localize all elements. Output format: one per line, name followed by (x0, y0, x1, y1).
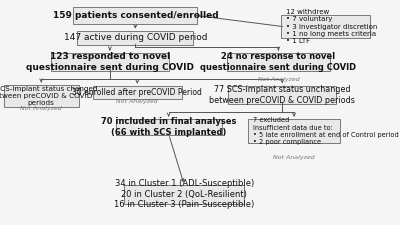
Text: 147 active during COVID period: 147 active during COVID period (64, 34, 207, 43)
FancyBboxPatch shape (227, 53, 330, 71)
Text: 159 patients consented/enrolled: 159 patients consented/enrolled (52, 11, 218, 20)
Text: 77 SCS-implant status unchanged
between preCOVID & COVID periods: 77 SCS-implant status unchanged between … (209, 85, 355, 105)
FancyBboxPatch shape (51, 53, 169, 71)
Text: 12 withdrew
• 7 voluntary
• 3 investigator discretion
• 1 no long meets criteria: 12 withdrew • 7 voluntary • 3 investigat… (286, 9, 378, 44)
Text: 16 SCS-implant status changed
between preCOVID & COVID
periods: 16 SCS-implant status changed between pr… (0, 86, 98, 106)
Text: 70 included in final analyses
(66 with SCS implanted): 70 included in final analyses (66 with S… (101, 117, 236, 137)
Text: 30 enrolled after preCOVID Period: 30 enrolled after preCOVID Period (72, 88, 202, 97)
Text: 7 excluded
insufficient data due to:
• 5 late enrollment at end of Control perio: 7 excluded insufficient data due to: • 5… (253, 117, 399, 145)
FancyBboxPatch shape (93, 86, 182, 99)
Text: Not Analyzed: Not Analyzed (116, 99, 158, 104)
Text: Not Analyzed: Not Analyzed (273, 155, 315, 160)
FancyBboxPatch shape (228, 86, 336, 104)
Text: 24 no response to novel
questionnaire sent during COVID: 24 no response to novel questionnaire se… (200, 52, 356, 72)
Text: Not Analyzed: Not Analyzed (20, 106, 62, 111)
FancyBboxPatch shape (73, 7, 197, 24)
FancyBboxPatch shape (4, 85, 79, 107)
FancyBboxPatch shape (77, 31, 193, 45)
Text: 123 responded to novel
questionnaire sent during COVID: 123 responded to novel questionnaire sen… (26, 52, 194, 72)
Text: 34 in Cluster 1 (ADL-Susceptible)
20 in Cluster 2 (QoL-Resilient)
16 in Cluster : 34 in Cluster 1 (ADL-Susceptible) 20 in … (114, 179, 254, 209)
FancyBboxPatch shape (248, 119, 340, 144)
FancyBboxPatch shape (124, 184, 244, 204)
FancyBboxPatch shape (116, 119, 222, 135)
FancyBboxPatch shape (281, 15, 370, 38)
Text: Not Analyzed: Not Analyzed (258, 77, 299, 82)
